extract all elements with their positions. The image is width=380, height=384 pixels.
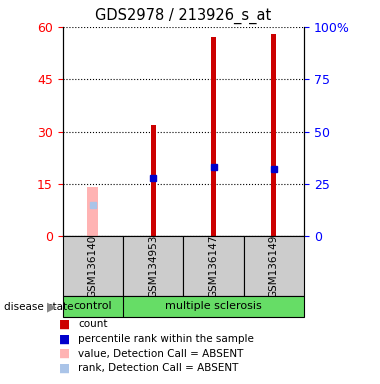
Bar: [271, 34, 276, 236]
Title: GDS2978 / 213926_s_at: GDS2978 / 213926_s_at: [95, 8, 271, 24]
Text: ■: ■: [59, 362, 70, 375]
Text: GSM136140: GSM136140: [88, 234, 98, 298]
Text: percentile rank within the sample: percentile rank within the sample: [78, 334, 254, 344]
Bar: [244, 236, 304, 296]
Text: GSM136149: GSM136149: [269, 234, 279, 298]
Text: ▶: ▶: [47, 301, 56, 314]
Text: control: control: [74, 301, 112, 311]
Text: multiple sclerosis: multiple sclerosis: [165, 301, 262, 311]
Bar: [151, 124, 155, 236]
Text: rank, Detection Call = ABSENT: rank, Detection Call = ABSENT: [78, 363, 238, 373]
Text: ■: ■: [59, 333, 70, 346]
Text: ■: ■: [59, 347, 70, 360]
Bar: [184, 236, 244, 296]
Text: count: count: [78, 319, 108, 329]
Text: ■: ■: [59, 318, 70, 331]
Text: value, Detection Call = ABSENT: value, Detection Call = ABSENT: [78, 349, 243, 359]
Text: disease state: disease state: [4, 302, 73, 312]
Bar: [87, 187, 98, 236]
Bar: [211, 37, 216, 236]
Text: GSM134953: GSM134953: [148, 234, 158, 298]
Bar: [63, 236, 123, 296]
Bar: [123, 236, 184, 296]
Text: GSM136147: GSM136147: [209, 234, 218, 298]
